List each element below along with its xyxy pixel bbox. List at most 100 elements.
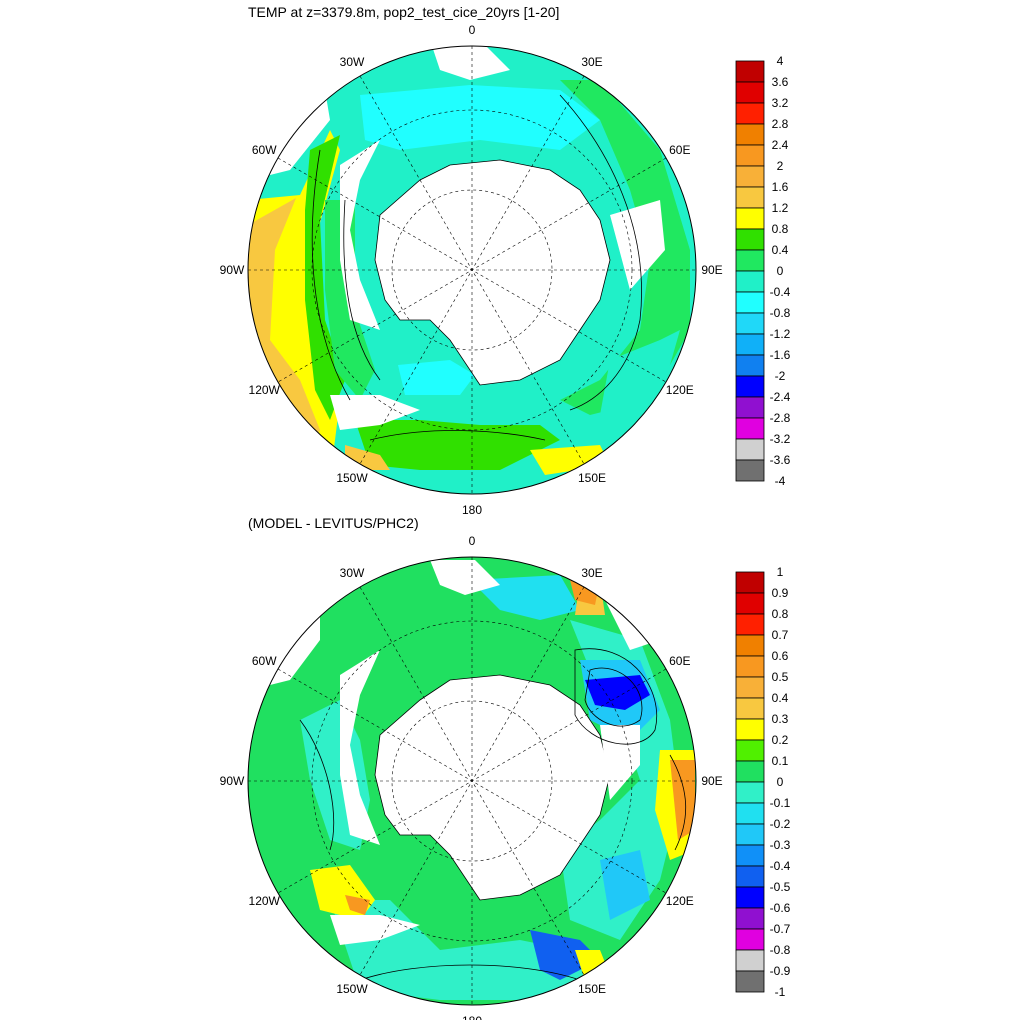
- colorbar-label: 1.6: [772, 180, 789, 194]
- colorbar-swatch: [735, 928, 765, 951]
- bottom-colorbar: 1 0.9 0.8 0.7 0.6 0.5 0.4 0.3 0.2 0.1 0 -0.1 -0.2 -0.…: [735, 566, 791, 999]
- colorbar-swatch: [735, 417, 765, 440]
- longitude-label: 60E: [669, 143, 690, 157]
- colorbar-label: 0: [777, 264, 784, 278]
- colorbar-label: 0.1: [772, 754, 789, 768]
- colorbar-swatch: [735, 676, 765, 699]
- colorbar-label: 0.4: [772, 691, 789, 705]
- colorbar-label: 2: [777, 159, 784, 173]
- colorbar-label: -0.8: [770, 306, 791, 320]
- longitude-label: 90W: [220, 263, 245, 277]
- longitude-label: 120E: [666, 383, 694, 397]
- top-polar-map: 0 30E 60E 90E 120E 150E 180 150W 120W 90W 60W 30W: [220, 23, 723, 517]
- bottom-panel-title: (MODEL - LEVITUS/PHC2): [248, 515, 419, 531]
- colorbar-swatch: [735, 781, 765, 804]
- colorbar-label: -0.3: [770, 838, 791, 852]
- colorbar-swatch: [735, 571, 765, 594]
- longitude-label: 120W: [249, 894, 281, 908]
- colorbar-label: 0.6: [772, 649, 789, 663]
- colorbar-swatch: [735, 907, 765, 930]
- top-graticule: [248, 46, 696, 494]
- colorbar-label: 0.3: [772, 712, 789, 726]
- colorbar-label: 0.7: [772, 628, 789, 642]
- colorbar-swatch: [735, 802, 765, 825]
- colorbar-swatch: [735, 186, 765, 209]
- colorbar-label: -0.4: [770, 285, 791, 299]
- top-map-boundary: [247, 45, 697, 495]
- colorbar-swatch: [735, 697, 765, 720]
- colorbar-label: -4: [775, 474, 786, 488]
- colorbar-label: -2.8: [770, 411, 791, 425]
- longitude-label: 120E: [666, 894, 694, 908]
- longitude-label: 0: [469, 534, 476, 548]
- colorbar-label: -0.4: [770, 859, 791, 873]
- colorbar-swatch: [735, 865, 765, 888]
- colorbar-swatch: [735, 228, 765, 251]
- longitude-label: 180: [462, 1014, 482, 1020]
- top-colorbar: 4 3.6 3.2 2.8 2.4 2 1.6 1.2 0.8 0.4 0 -0.4 -0.8 -1.2 -…: [735, 55, 791, 488]
- colorbar-label: -1.2: [770, 327, 791, 341]
- colorbar-swatch: [735, 207, 765, 230]
- longitude-label: 30E: [581, 566, 602, 580]
- longitude-label: 150E: [578, 471, 606, 485]
- top-longitude-labels: 0 30E 60E 90E 120E 150E 180 150W 120W 90W 60W 30W: [220, 23, 723, 517]
- colorbar-label: 3.2: [772, 96, 789, 110]
- colorbar-label: 0.9: [772, 586, 789, 600]
- longitude-label: 60W: [252, 654, 277, 668]
- colorbar-label: -0.8: [770, 943, 791, 957]
- longitude-label: 150W: [336, 982, 368, 996]
- longitude-label: 180: [462, 503, 482, 517]
- colorbar-swatch: [735, 634, 765, 657]
- colorbar-label: -0.6: [770, 901, 791, 915]
- colorbar-swatch: [735, 970, 765, 993]
- colorbar-label: 0.8: [772, 222, 789, 236]
- colorbar-label: 0.8: [772, 607, 789, 621]
- colorbar-label: 0.4: [772, 243, 789, 257]
- colorbar-label: -0.9: [770, 964, 791, 978]
- colorbar-label: -2.4: [770, 390, 791, 404]
- colorbar-swatch: [735, 718, 765, 741]
- colorbar-swatch: [735, 739, 765, 762]
- bottom-graticule: [248, 557, 696, 1005]
- top-panel-title: TEMP at z=3379.8m, pop2_test_cice_20yrs …: [248, 4, 560, 20]
- colorbar-label: 2.4: [772, 138, 789, 152]
- colorbar-label: -0.5: [770, 880, 791, 894]
- colorbar-swatch: [735, 886, 765, 909]
- bottom-polar-map: 0 30E 60E 90E 120E 150E 180 150W 120W 90W 60W 30W: [220, 534, 723, 1020]
- colorbar-swatch: [735, 823, 765, 846]
- colorbar-swatch: [735, 102, 765, 125]
- colorbar-label: -2: [775, 369, 786, 383]
- longitude-label: 60W: [252, 143, 277, 157]
- colorbar-label: -3.6: [770, 453, 791, 467]
- colorbar-label: 4: [777, 55, 784, 68]
- colorbar-swatch: [735, 375, 765, 398]
- longitude-label: 30W: [340, 566, 365, 580]
- bottom-longitude-labels: 0 30E 60E 90E 120E 150E 180 150W 120W 90W 60W 30W: [220, 534, 723, 1020]
- longitude-label: 90E: [701, 774, 722, 788]
- colorbar-swatch: [735, 291, 765, 314]
- longitude-label: 150E: [578, 982, 606, 996]
- colorbar-label: 0.2: [772, 733, 789, 747]
- longitude-label: 120W: [249, 383, 281, 397]
- colorbar-swatch: [735, 270, 765, 293]
- colorbar-label: 2.8: [772, 117, 789, 131]
- colorbar-swatch: [735, 592, 765, 615]
- colorbar-swatch: [735, 249, 765, 272]
- longitude-label: 150W: [336, 471, 368, 485]
- colorbar-swatch: [735, 459, 765, 482]
- colorbar-label: 1: [777, 566, 784, 579]
- colorbar-swatch: [735, 60, 765, 83]
- bottom-map-boundary: [247, 556, 697, 1006]
- colorbar-label: 1.2: [772, 201, 789, 215]
- longitude-label: 90W: [220, 774, 245, 788]
- longitude-label: 90E: [701, 263, 722, 277]
- colorbar-swatch: [735, 844, 765, 867]
- colorbar-swatch: [735, 144, 765, 167]
- colorbar-label: -0.7: [770, 922, 791, 936]
- longitude-label: 60E: [669, 654, 690, 668]
- colorbar-swatch: [735, 613, 765, 636]
- colorbar-swatch: [735, 165, 765, 188]
- colorbar-swatch: [735, 333, 765, 356]
- colorbar-label: -1.6: [770, 348, 791, 362]
- colorbar-label: 3.6: [772, 75, 789, 89]
